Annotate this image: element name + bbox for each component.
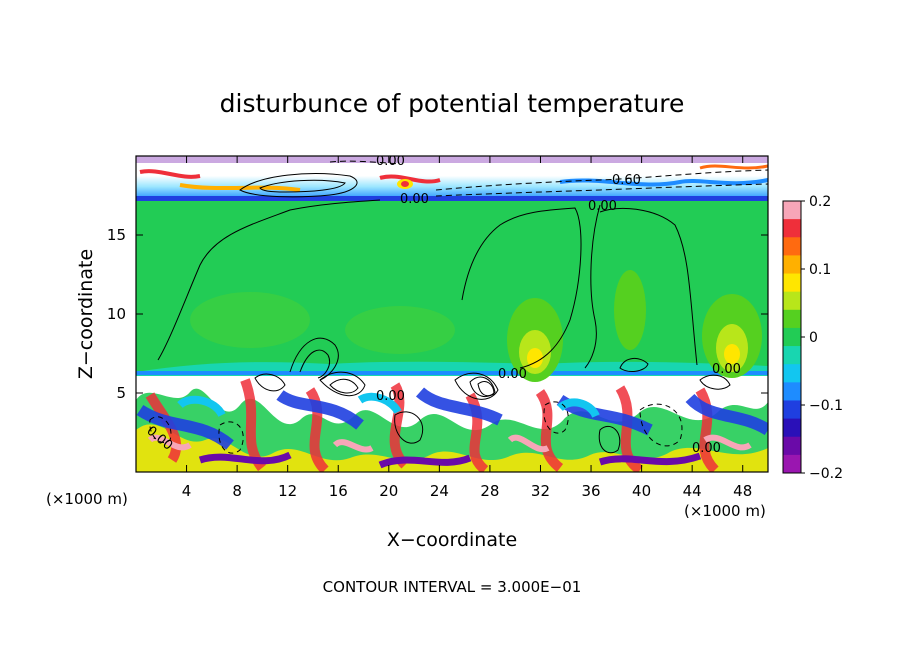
x-tick-label: 32	[531, 482, 550, 500]
y-axis: 5 10 15	[107, 226, 768, 402]
x-tick-label: 12	[278, 482, 297, 500]
colorbar-swatch	[783, 273, 801, 293]
colorbar-swatch	[783, 237, 801, 256]
chart-title: disturbunce of potential temperature	[220, 89, 685, 118]
x-tick-label: 36	[581, 482, 600, 500]
contour-label: 0.60	[612, 173, 641, 188]
colorbar-tick-label: 0.1	[809, 262, 831, 278]
plot-field: 0.00 0.00 0.60 0.00 0.00 0.00 0.00 0.00 …	[136, 154, 768, 472]
contour-label: 0.00	[376, 154, 405, 169]
y-tick-label: 15	[107, 226, 126, 244]
x-tick-label: 24	[430, 482, 449, 500]
colorbar-swatch	[783, 201, 801, 220]
colorbar-swatch	[783, 382, 801, 401]
colorbar-swatch	[783, 219, 801, 238]
contour-interval-note: CONTOUR INTERVAL = 3.000E−01	[323, 578, 582, 596]
colorbar-swatch	[783, 327, 801, 347]
x-tick-label: 4	[182, 482, 192, 500]
contour-label: 0.00	[712, 362, 741, 377]
x-tick-label: 28	[480, 482, 499, 500]
colorbar-tick-label: −0.2	[809, 466, 843, 482]
x-tick-label: 48	[733, 482, 752, 500]
colorbar-swatch	[783, 418, 801, 438]
colorbar-swatch	[783, 291, 801, 311]
colorbar-swatch	[783, 255, 801, 275]
contour-label: 0.00	[376, 389, 405, 404]
x-unit-left: (×1000 m)	[46, 490, 128, 508]
colorbar-swatch	[783, 400, 801, 420]
colorbar-swatch	[783, 346, 801, 365]
contour-label: 0.00	[400, 192, 429, 207]
x-axis-label: X−coordinate	[387, 529, 517, 551]
colorbar-swatch	[783, 309, 801, 329]
y-axis-label: Z−coordinate	[75, 249, 97, 379]
y-tick-label: 5	[116, 384, 126, 402]
colorbar: 0.2 0.1 0 −0.1 −0.2	[782, 194, 843, 482]
contour-label: 0.00	[498, 367, 527, 382]
colorbar-swatch	[783, 364, 801, 383]
x-unit-right: (×1000 m)	[684, 502, 766, 520]
contour-label: 0.00	[692, 441, 721, 456]
x-tick-label: 44	[683, 482, 702, 500]
contour-lines	[149, 160, 768, 454]
y-tick-label: 10	[107, 305, 126, 323]
x-tick-label: 40	[632, 482, 651, 500]
colorbar-swatch	[783, 454, 801, 474]
contour-label: 0.00	[588, 199, 617, 214]
colorbar-swatch	[783, 436, 801, 456]
colorbar-tick-label: −0.1	[809, 398, 843, 414]
colorbar-tick-label: 0.2	[809, 194, 831, 210]
x-tick-label: 16	[329, 482, 348, 500]
x-tick-label: 20	[379, 482, 398, 500]
x-tick-label: 8	[232, 482, 242, 500]
colorbar-tick-label: 0	[809, 330, 818, 346]
x-axis: 4 8 12 16 20 24 28 32 36 40 44 48	[182, 156, 752, 500]
